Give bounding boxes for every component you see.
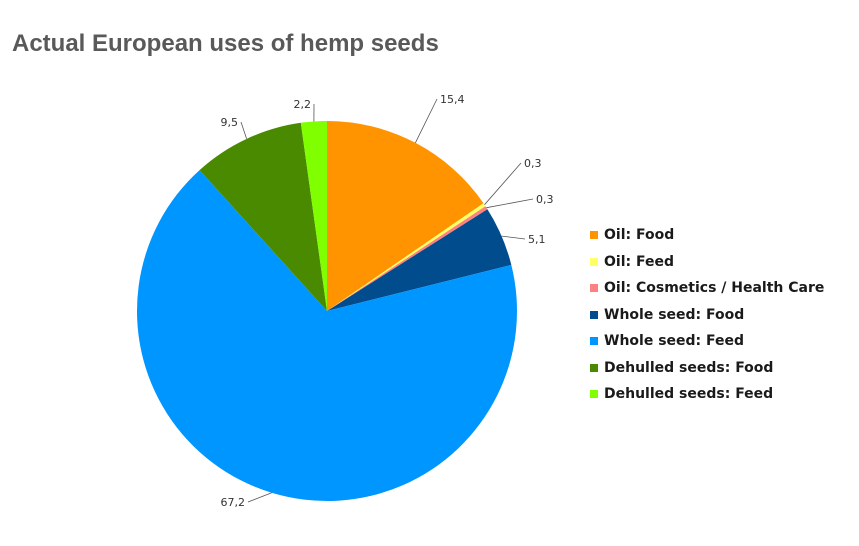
leader-line-3 <box>501 235 526 240</box>
pie-slice-3 <box>327 209 512 311</box>
legend-item: Dehulled seeds: Food <box>590 355 824 382</box>
legend-item: Whole seed: Food <box>590 302 824 329</box>
pie-slice-2 <box>327 206 488 311</box>
pie-slice-5 <box>199 122 327 311</box>
pie-slice-1 <box>327 203 486 311</box>
legend-label: Whole seed: Feed <box>604 333 745 350</box>
data-label-6: 2,2 <box>294 98 312 111</box>
leader-line-1 <box>484 162 522 205</box>
chart-legend: Oil: Food Oil: Feed Oil: Cosmetics / Healt… <box>590 222 824 408</box>
legend-label: Oil: Feed <box>604 253 674 270</box>
pie-slice-4 <box>136 170 517 502</box>
data-label-2: 0,3 <box>536 193 554 206</box>
legend-swatch <box>590 390 598 399</box>
leader-line-2 <box>486 198 534 209</box>
legend-item: Oil: Feed <box>590 249 824 276</box>
legend-label: Dehulled seeds: Food <box>604 359 774 376</box>
leader-line-5 <box>240 121 247 139</box>
legend-item: Whole seed: Feed <box>590 328 824 355</box>
legend-item: Dehulled seeds: Feed <box>590 381 824 408</box>
pie-slice-0 <box>327 121 484 311</box>
legend-label: Oil: Food <box>604 227 675 244</box>
legend-item: Oil: Food <box>590 222 824 249</box>
data-label-3: 5,1 <box>528 233 546 246</box>
legend-swatch <box>590 257 598 266</box>
legend-label: Whole seed: Food <box>604 306 745 323</box>
legend-swatch <box>590 310 598 319</box>
legend-swatch <box>590 231 598 240</box>
data-label-0: 15,4 <box>440 93 465 106</box>
legend-item: Oil: Cosmetics / Health Care <box>590 275 824 302</box>
pie-slice-6 <box>300 121 327 311</box>
legend-swatch <box>590 284 598 293</box>
legend-swatch <box>590 337 598 346</box>
chart-title: Actual European uses of hemp seeds <box>12 30 439 57</box>
data-label-1: 0,3 <box>524 157 542 170</box>
legend-label: Oil: Cosmetics / Health Care <box>604 280 825 297</box>
legend-label: Dehulled seeds: Feed <box>604 386 774 403</box>
data-label-4: 67,2 <box>221 496 246 509</box>
leader-line-4 <box>247 492 272 503</box>
legend-swatch <box>590 363 598 372</box>
data-label-5: 9,5 <box>221 116 239 129</box>
leader-line-0 <box>415 98 438 143</box>
